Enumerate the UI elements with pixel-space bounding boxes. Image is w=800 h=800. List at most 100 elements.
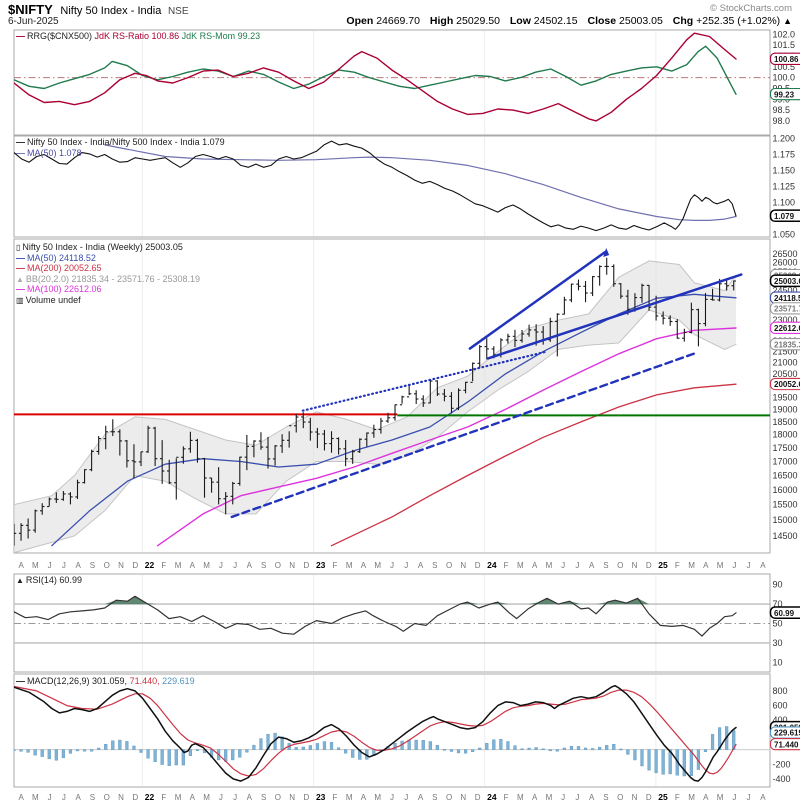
axis-tick: 19500 (773, 392, 798, 402)
legend-row: — MA(100) 22612.06 (16, 284, 200, 295)
legend-row: — RRG($CNX500) JdK RS-Ratio 100.86 JdK RS… (16, 31, 260, 42)
legend-text: 229.619 (159, 676, 195, 686)
svg-text:J: J (732, 793, 736, 800)
svg-text:S: S (90, 793, 95, 800)
svg-text:100.86: 100.86 (774, 55, 799, 64)
legend-ratio: — Nifty 50 Index - India/Nifty 500 Index … (16, 137, 225, 158)
svg-text:J: J (404, 793, 408, 800)
svg-text:N: N (632, 561, 638, 570)
svg-text:N: N (289, 561, 295, 570)
legend-text: Nifty 50 Index - India/Nifty 500 Index -… (27, 137, 225, 147)
legend-text: Volume undef (25, 294, 81, 305)
axis-tick: 1.050 (773, 229, 796, 239)
svg-text:M: M (374, 561, 381, 570)
axis-tick: 26500 (773, 249, 798, 259)
svg-text:A: A (418, 793, 424, 800)
svg-text:A: A (760, 793, 766, 800)
bollinger-band (14, 260, 736, 553)
axis-tick: 1.125 (773, 182, 796, 192)
axis-tick: 50 (773, 618, 783, 628)
svg-text:M: M (517, 561, 524, 570)
svg-text:N: N (460, 793, 466, 800)
svg-text:J: J (404, 561, 408, 570)
axis-tick: 20500 (773, 369, 798, 379)
legend-rrg: — RRG($CNX500) JdK RS-Ratio 100.86 JdK RS… (16, 31, 260, 42)
svg-text:F: F (161, 793, 166, 800)
series-dash-icon: — (16, 676, 25, 686)
panel-rrg: 102.0101.5101.0100.5100.099.599.098.598.… (13, 29, 800, 136)
svg-text:A: A (361, 561, 367, 570)
svg-text:D: D (132, 793, 138, 800)
legend-text: MA(50) 1.078 (27, 147, 82, 158)
svg-text:23571.76: 23571.76 (774, 305, 800, 314)
axis-tick: 70 (773, 599, 783, 609)
value-badge: 24118.52 (769, 291, 800, 304)
svg-text:J: J (390, 793, 394, 800)
svg-text:J: J (233, 793, 237, 800)
svg-text:N: N (460, 561, 466, 570)
svg-text:S: S (432, 793, 437, 800)
legend-text: RRG($CNX500) (27, 31, 93, 41)
svg-text:A: A (418, 561, 424, 570)
svg-text:M: M (175, 561, 182, 570)
axis-tick: 16000 (773, 485, 798, 495)
symbol-name: Nifty 50 Index - India (60, 5, 162, 17)
legend-text: MA(100) 22612.06 (27, 284, 102, 294)
series-dash-icon: — (16, 147, 25, 158)
stockcharts-credit: © StockCharts.com (710, 3, 792, 14)
axis-tick: 21000 (773, 358, 798, 368)
axis-tick: 600 (773, 701, 788, 711)
axis-tick: 1.175 (773, 150, 796, 160)
candles (14, 257, 736, 546)
svg-text:A: A (703, 793, 709, 800)
value-badge: 25003.05 (769, 274, 800, 288)
series-dash-icon: — (16, 31, 25, 41)
axis-tick: 21500 (773, 347, 798, 357)
axis-rsi: 90 70 50 30 10 60.99 (769, 580, 800, 667)
series-dash-icon: — (16, 284, 25, 294)
svg-text:J: J (747, 561, 751, 570)
svg-text:A: A (190, 793, 196, 800)
symbol-title: $NIFTY Nifty 50 Index - India NSE (8, 2, 189, 17)
chg-label: Chg (672, 15, 694, 27)
svg-text:22612.06: 22612.06 (774, 324, 800, 333)
svg-text:J: J (48, 793, 52, 800)
legend-macd: — MACD(12,26,9) 301.059, 71.440, 229.619 (16, 676, 195, 687)
svg-text:60.99: 60.99 (774, 609, 795, 618)
low-value: 24502.15 (533, 15, 578, 27)
svg-text:N: N (118, 561, 124, 570)
axis-tick: 100.0 (773, 73, 796, 83)
svg-text:A: A (247, 793, 253, 800)
axis-tick: 101.5 (773, 40, 796, 50)
svg-text:21835.34: 21835.34 (774, 340, 800, 349)
legend-row: — MA(200) 20052.65 (16, 263, 200, 274)
axis-tick: -400 (773, 774, 791, 784)
axis-price: 2650026000255002500024500240002350023000… (769, 249, 800, 541)
svg-text:M: M (203, 561, 210, 570)
svg-text:F: F (675, 793, 680, 800)
svg-text:F: F (161, 561, 166, 570)
svg-text:J: J (62, 561, 66, 570)
svg-text:F: F (675, 561, 680, 570)
value-badge: 20052.65 (769, 377, 800, 391)
legend-row: ▲ BB(20,2.0) 21835.34 - 23571.76 - 25308.… (16, 274, 200, 285)
svg-text:M: M (688, 793, 695, 800)
svg-text:N: N (289, 793, 295, 800)
legend-row: ▯ Nifty 50 Index - India (Weekly) 25003.0… (16, 242, 200, 253)
legend-text: MA(200) 20052.65 (27, 263, 102, 273)
month-axis-1: A M J J A S O N D 22 F M A M J J A S O N D 23 F M A M J J A S O N D 24 F M A… (18, 560, 766, 570)
axis-tick: 15500 (773, 500, 798, 510)
axis-tick: 17000 (773, 456, 798, 466)
svg-text:J: J (561, 561, 565, 570)
svg-text:M: M (517, 793, 524, 800)
svg-text:A: A (18, 561, 24, 570)
svg-text:M: M (717, 793, 724, 800)
legend-row: ▲ RSI(14) 60.99 (16, 575, 82, 586)
legend-row: — MA(50) 24118.52 (16, 253, 200, 264)
svg-text:D: D (304, 561, 310, 570)
svg-text:A: A (18, 793, 24, 800)
legend-price: ▯ Nifty 50 Index - India (Weekly) 25003.0… (16, 242, 200, 305)
svg-text:D: D (132, 561, 138, 570)
